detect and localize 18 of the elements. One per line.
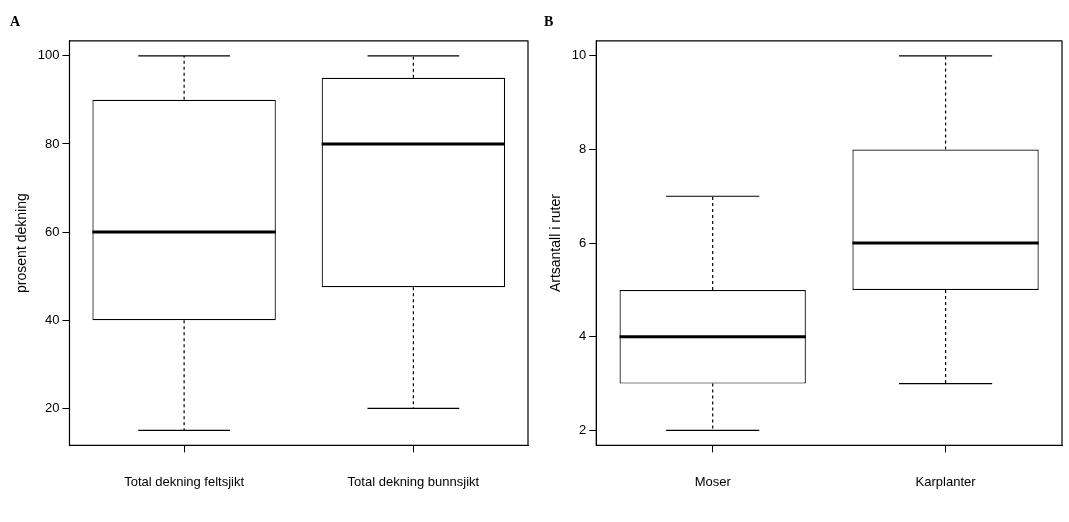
y-tick-label: 6: [579, 234, 587, 250]
chart-title: A: [10, 14, 21, 30]
chart-title: B: [544, 14, 554, 30]
x-tick-label: Total dekning feltsjikt: [124, 473, 245, 489]
x-tick-label: Moser: [694, 473, 732, 489]
y-tick-label: 80: [45, 135, 60, 151]
y-tick-label: 10: [571, 47, 587, 63]
y-tick-label: 40: [45, 311, 60, 327]
x-tick-label: Total dekning bunnsjikt: [347, 473, 480, 489]
y-tick-label: 20: [45, 399, 60, 415]
x-tick-label: Karplanter: [915, 473, 977, 489]
y-tick-label: 2: [579, 421, 587, 437]
y-axis-title: Artsantall i ruter: [547, 193, 564, 293]
y-tick-label: 4: [579, 328, 587, 344]
y-tick-label: 8: [579, 141, 587, 157]
y-axis-title: prosent dekning: [13, 193, 30, 293]
y-tick-label: 100: [37, 47, 60, 63]
y-tick-label: 60: [45, 223, 60, 239]
